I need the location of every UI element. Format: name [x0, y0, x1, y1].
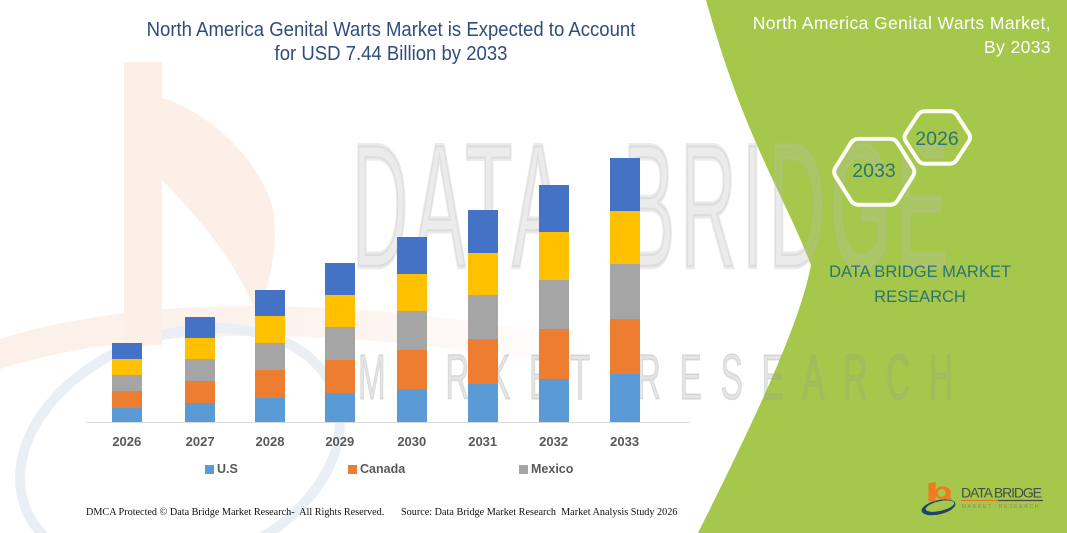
svg-text:MARKET RESEARCH: MARKET RESEARCH: [358, 341, 972, 413]
svg-text:2033: 2033: [852, 160, 895, 182]
svg-text:2026: 2026: [915, 128, 958, 150]
svg-text:MARKET RESEARCH: MARKET RESEARCH: [962, 504, 1041, 510]
svg-text:DATA BRIDGE: DATA BRIDGE: [961, 484, 1042, 500]
svg-text:DATA BRIDGE: DATA BRIDGE: [352, 106, 953, 304]
